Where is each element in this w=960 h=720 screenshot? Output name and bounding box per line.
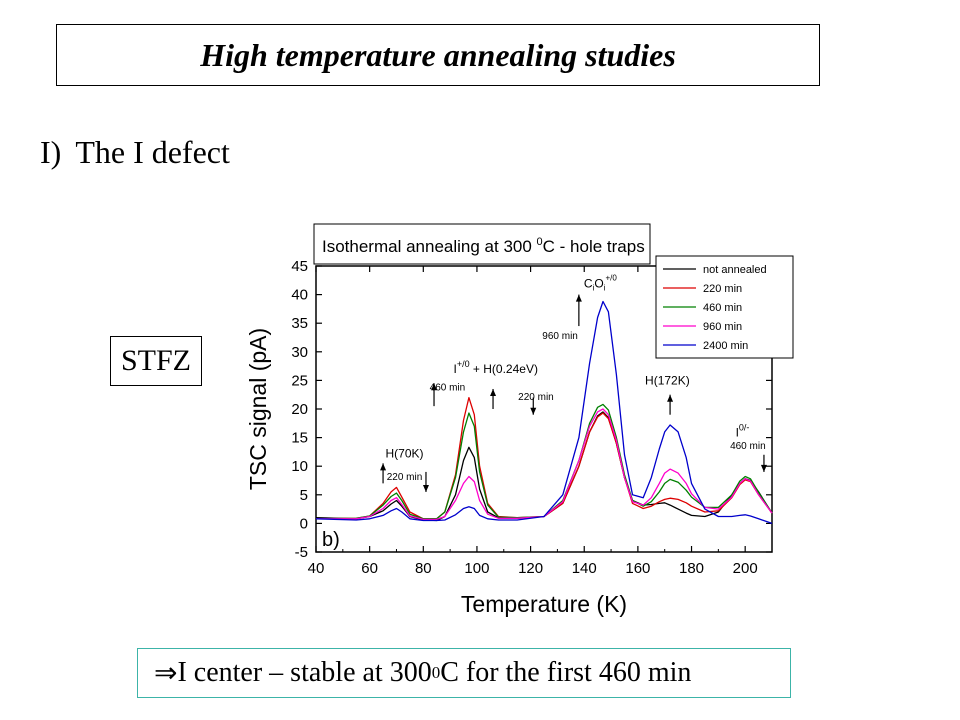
annotation-label: I+/0 + H(0.24eV) <box>453 359 537 376</box>
x-axis-label: Temperature (K) <box>461 591 627 617</box>
legend-label-4: 2400 min <box>703 340 748 352</box>
x-tick-label: 200 <box>733 560 758 577</box>
annotation-label: H(70K) <box>386 447 424 461</box>
legend-label-0: not annealed <box>703 264 767 276</box>
y-tick-label: 35 <box>291 315 308 332</box>
title-box: High temperature annealing studies <box>56 24 820 86</box>
x-tick-label: 140 <box>572 560 597 577</box>
series-line-4 <box>315 300 773 525</box>
y-tick-label: 25 <box>291 372 308 389</box>
annotation-label: I0/- <box>736 422 750 439</box>
x-tick-label: 120 <box>518 560 543 577</box>
chart-title-box <box>313 223 651 265</box>
chart-title: Isothermal annealing at 300 0C - hole tr… <box>322 236 645 256</box>
y-axis-label: TSC signal (pA) <box>245 328 271 490</box>
y-tick-label: 10 <box>291 458 308 475</box>
annotation-arrow-head <box>530 407 537 415</box>
legend-label-1: 220 min <box>703 283 742 295</box>
annotation-label: 460 min <box>730 441 766 452</box>
y-tick-label: 20 <box>291 401 308 418</box>
conclusion-text-after: C for the first 460 min <box>440 657 692 688</box>
sample-label-text: STFZ <box>120 344 192 377</box>
implies-arrow-icon: ⇒ <box>154 658 178 689</box>
series-line-2 <box>315 403 773 520</box>
legend-label-3: 960 min <box>703 321 742 333</box>
annotation-label: 220 min <box>387 472 423 483</box>
x-tick-label: 60 <box>361 560 378 577</box>
annotation-arrow-head <box>380 463 387 471</box>
x-tick-label: 40 <box>308 560 325 577</box>
annotation-label: 460 min <box>430 383 466 394</box>
legend-label-2: 460 min <box>703 302 742 314</box>
annotation-arrow-head <box>490 388 497 396</box>
annotation-arrow-head <box>667 394 674 402</box>
slide-title: High temperature annealing studies <box>200 36 676 73</box>
y-tick-label: 40 <box>291 287 308 304</box>
conclusion-superscript: 0 <box>431 663 441 682</box>
y-tick-label: -5 <box>295 544 308 561</box>
y-tick-label: 45 <box>291 258 308 275</box>
annotation-label: 220 min <box>518 392 554 403</box>
y-tick-label: 30 <box>291 344 308 361</box>
x-tick-label: 100 <box>464 560 489 577</box>
x-tick-label: 180 <box>679 560 704 577</box>
panel-label: b) <box>322 529 340 551</box>
section-number: I) <box>40 134 62 170</box>
series-line-3 <box>316 408 773 521</box>
annotation-label: H(172K) <box>645 373 690 387</box>
y-tick-label: 0 <box>300 515 308 532</box>
x-tick-label: 160 <box>625 560 650 577</box>
annotation-arrow-head <box>760 464 767 472</box>
annotation-arrow-head <box>431 383 438 391</box>
conclusion-text-before: I center – stable at 300 <box>177 657 432 688</box>
chart-title-superscript: 0 <box>537 236 543 248</box>
annotation-label: CiOi+/0 <box>584 274 617 293</box>
sample-label: STFZ <box>110 336 202 386</box>
y-tick-label: 5 <box>300 487 308 504</box>
series-line-1 <box>315 396 773 520</box>
chart-title-after: C - hole traps <box>543 237 645 256</box>
annotation-label: 960 min <box>542 331 578 342</box>
annotation-arrow-head <box>422 484 429 492</box>
annotation-arrow-head <box>575 294 582 302</box>
chart-title-before: Isothermal annealing at 300 <box>322 237 537 256</box>
x-tick-label: 80 <box>415 560 432 577</box>
section-heading: I) The I defect <box>40 134 230 171</box>
section-heading-text: The I defect <box>75 134 230 170</box>
y-tick-label: 15 <box>291 430 308 447</box>
